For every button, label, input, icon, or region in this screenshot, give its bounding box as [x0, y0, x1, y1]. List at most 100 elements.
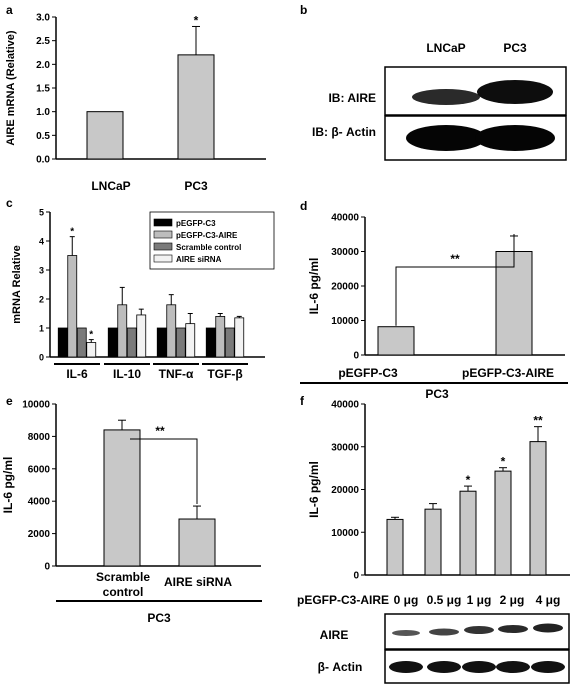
panel-a-ytick-label: 0.0 — [36, 155, 50, 166]
panel-c-bar — [117, 304, 128, 358]
panel-f-significance: * — [466, 473, 471, 487]
panel-c-bar — [76, 327, 87, 358]
panel-c-legend-swatch-3 — [153, 254, 173, 263]
panel-f-ytick-label: 30000 — [331, 442, 359, 453]
panel-f-band-aire-1 — [429, 628, 459, 636]
panel-label-e: e — [6, 394, 13, 408]
panel-c-ytick-label: 3 — [39, 266, 44, 276]
panel-c-group-label-0: IL-6 — [66, 367, 88, 381]
panel-b-blot-label-actin: IB: β- Actin — [312, 125, 376, 139]
panel-d-chart: 0 10000 20000 30000 40000 IL-6 pg/ml ** — [307, 213, 565, 362]
panel-a-ytick-label: 3.0 — [36, 13, 50, 24]
panel-f-ytick-label: 10000 — [331, 528, 359, 539]
panel-e-ytick-label: 8000 — [28, 432, 51, 443]
panel-c-legend-swatch-2 — [153, 242, 173, 251]
panel-c-legend-swatch-0 — [153, 218, 173, 227]
panel-b-band-aire-pc3 — [477, 80, 553, 104]
panel-f-ytick-label: 40000 — [331, 400, 359, 411]
panel-e-ylabel: IL-6 pg/ml — [1, 457, 15, 514]
panel-e-significance-bracket — [130, 438, 198, 505]
panel-f-ytick-label: 20000 — [331, 485, 359, 496]
panel-f-band-actin-4 — [531, 661, 565, 673]
panel-f-dose-3: 2 μg — [500, 593, 525, 607]
panel-c-legend-text-1: pEGFP-C3-AIRE — [176, 231, 238, 240]
panel-a-xtick-0: LNCaP — [91, 179, 130, 193]
panel-d-ylabel: IL-6 pg/ml — [307, 258, 321, 315]
panel-b-western-blot: LNCaP PC3 IB: AIRE IB: β- Actin — [312, 41, 567, 161]
panel-f-band-aire-2 — [464, 626, 494, 634]
panel-b-lane-label-0: LNCaP — [426, 41, 465, 55]
panel-c-group-label-3: TGF-β — [207, 367, 242, 381]
panel-b-blot-label-aire: IB: AIRE — [328, 91, 376, 105]
panel-f-band-aire-3 — [498, 625, 528, 633]
panel-f-row-label: pEGFP-C3-AIRE — [297, 593, 389, 607]
panel-c-legend: pEGFP-C3 pEGFP-C3-AIRE Scramble control … — [149, 211, 275, 270]
panel-e-bar — [103, 429, 141, 567]
panel-c-bar — [126, 327, 137, 358]
panel-f-significance: * — [501, 455, 506, 469]
panel-c-group-label-1: IL-10 — [113, 367, 141, 381]
panel-c-chart: 0 1 2 3 4 5 mRNA Relative * * — [11, 208, 265, 365]
panel-c-bar — [156, 327, 167, 358]
panel-c-ytick-label: 0 — [39, 353, 44, 363]
panel-f-band-actin-0 — [389, 661, 423, 673]
panel-e-xtick-0-line2: control — [103, 585, 144, 599]
panel-c-ytick-label: 4 — [39, 237, 44, 247]
panel-a-bar — [86, 111, 124, 160]
panel-c-bar — [166, 304, 177, 358]
panel-c-significance: * — [70, 227, 74, 238]
panel-c-bar — [136, 314, 147, 358]
panel-e-xtick-0-line1: Scramble — [96, 570, 150, 584]
panel-c-legend-text-0: pEGFP-C3 — [176, 219, 216, 228]
panel-a-ytick-label: 2.0 — [36, 60, 50, 71]
panel-f-western-blot — [384, 613, 570, 684]
panel-c-bar — [107, 327, 118, 358]
panel-e-group-label: PC3 — [147, 611, 171, 625]
panel-a-bar — [177, 54, 215, 160]
panel-a-significance: * — [194, 13, 199, 27]
panel-e-ytick-label: 0 — [44, 562, 50, 573]
panel-d-significance: ** — [450, 252, 460, 266]
panel-a-chart: 0.0 0.5 1.0 1.5 2.0 2.5 3.0 AIRE mRNA (Relative… — [5, 13, 266, 166]
panel-c-ytick-label: 5 — [39, 208, 44, 218]
panel-c-bar — [234, 317, 245, 358]
panel-f-dose-2: 1 μg — [467, 593, 492, 607]
panel-c-ytick-label: 1 — [39, 324, 44, 334]
panel-e-significance: ** — [155, 424, 165, 438]
panel-c-bar — [205, 327, 216, 358]
panel-f-dose-4: 4 μg — [536, 593, 561, 607]
panel-e-ytick-label: 4000 — [28, 497, 51, 508]
panel-c-bar — [67, 255, 78, 358]
panel-f-dose-1: 0.5 μg — [427, 593, 462, 607]
panel-e-ytick-label: 2000 — [28, 529, 51, 540]
panel-a-ytick-label: 1.0 — [36, 107, 50, 118]
panel-c-bar — [57, 327, 68, 358]
panel-c-bar — [175, 327, 186, 358]
panel-c-group-label-2: TNF-α — [159, 367, 194, 381]
panel-d-ytick-label: 10000 — [331, 316, 359, 327]
panel-f-bar — [386, 518, 404, 576]
panel-c-bar — [86, 342, 97, 358]
panel-f-bar — [459, 490, 477, 576]
panel-e-chart: 0 2000 4000 6000 8000 10000 IL-6 pg/ml ** — [1, 400, 261, 573]
panel-d-bar — [495, 251, 533, 356]
panel-label-b: b — [300, 3, 307, 17]
panel-a-ytick-label: 2.5 — [36, 36, 50, 47]
panel-f-bar — [494, 470, 512, 576]
panel-d-group-label: PC3 — [425, 387, 449, 401]
panel-d-significance-bracket — [395, 233, 515, 326]
panel-d-ytick-label: 40000 — [331, 213, 359, 224]
panel-d-xtick-0: pEGFP-C3 — [338, 366, 398, 380]
panel-f-ylabel: IL-6 pg/ml — [307, 461, 321, 518]
panel-f-dose-0: 0 μg — [394, 593, 419, 607]
panel-e-xtick-1: AIRE siRNA — [164, 575, 232, 589]
panel-c-legend-text-2: Scramble control — [176, 243, 241, 252]
panel-label-f: f — [300, 394, 305, 408]
panel-c-ytick-label: 2 — [39, 295, 44, 305]
panel-e-ytick-label: 10000 — [22, 400, 50, 411]
panel-f-ytick-label: 0 — [353, 571, 359, 582]
panel-b-band-actin-pc3 — [475, 125, 555, 151]
panel-c-bar — [224, 327, 235, 358]
panel-f-band-aire-0 — [392, 630, 420, 636]
